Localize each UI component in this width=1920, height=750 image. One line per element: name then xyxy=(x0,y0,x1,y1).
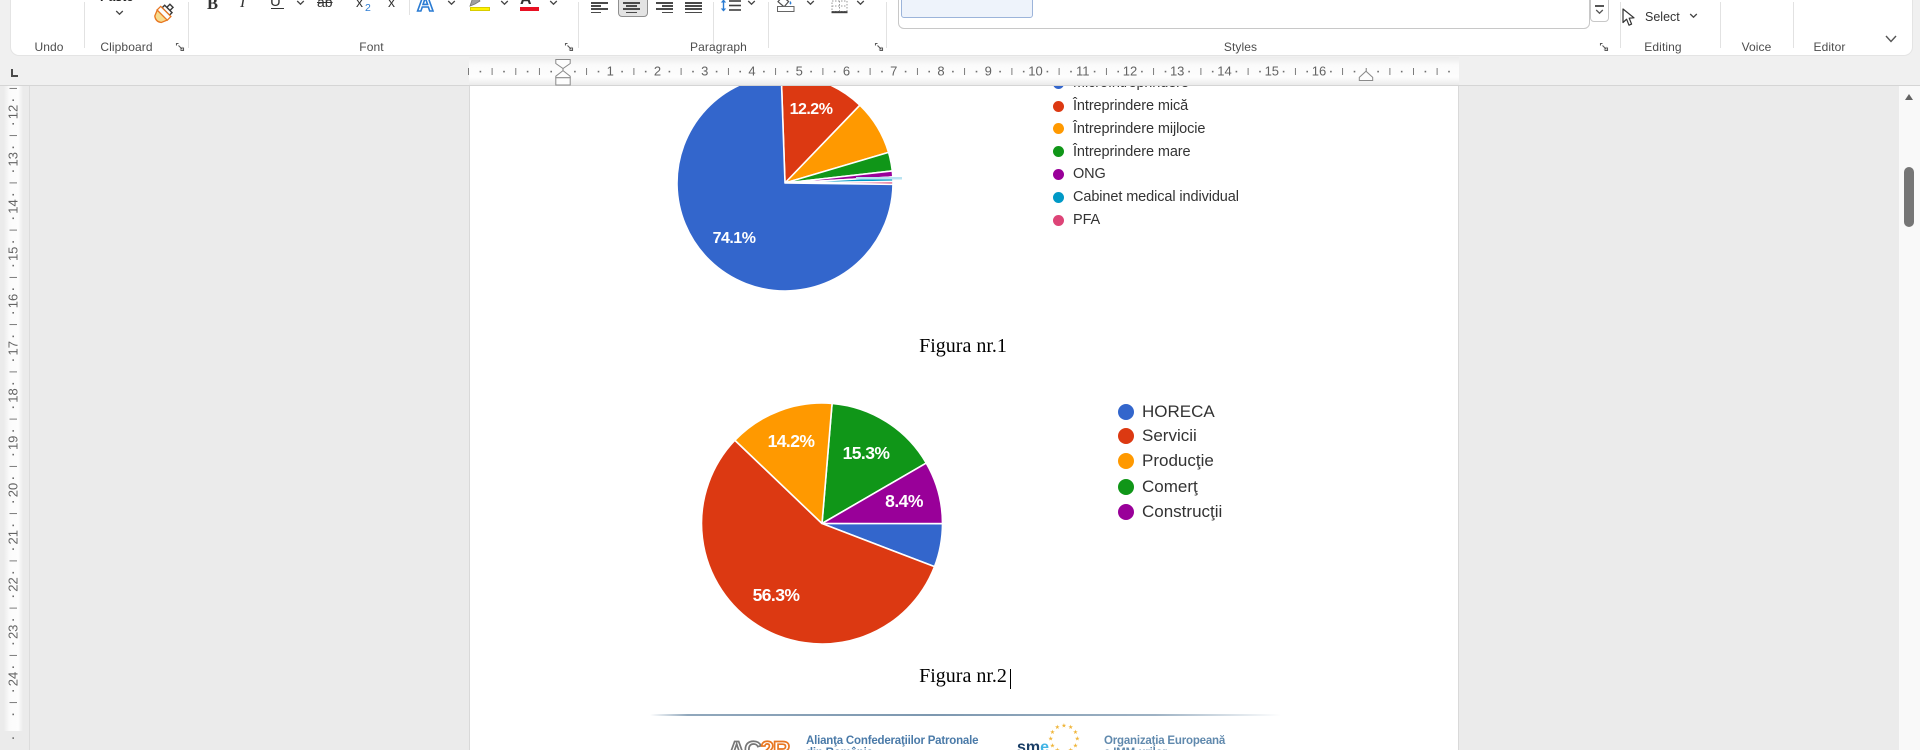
svg-text:16: 16 xyxy=(1312,64,1326,79)
svg-text:13: 13 xyxy=(6,152,21,166)
svg-text:15: 15 xyxy=(1265,64,1279,79)
svg-text:★: ★ xyxy=(1061,722,1066,729)
svg-text:★: ★ xyxy=(1068,724,1073,731)
svg-text:3: 3 xyxy=(701,64,708,79)
svg-text:4: 4 xyxy=(748,64,755,79)
svg-text:24: 24 xyxy=(6,672,21,686)
svg-text:8: 8 xyxy=(937,64,944,79)
svg-text:17: 17 xyxy=(6,341,21,355)
svg-text:7: 7 xyxy=(890,64,897,79)
svg-text:13: 13 xyxy=(1170,64,1184,79)
svg-text:6: 6 xyxy=(843,64,850,79)
svg-text:11: 11 xyxy=(1076,64,1090,79)
svg-text:★: ★ xyxy=(1073,742,1078,749)
svg-text:★: ★ xyxy=(1055,747,1060,750)
svg-text:12: 12 xyxy=(6,105,21,119)
svg-text:10: 10 xyxy=(1028,64,1042,79)
svg-text:★: ★ xyxy=(1068,747,1073,750)
svg-text:5: 5 xyxy=(796,64,803,79)
svg-text:19: 19 xyxy=(6,436,21,450)
svg-text:21: 21 xyxy=(6,530,21,544)
svg-text:12: 12 xyxy=(1123,64,1137,79)
svg-text:★: ★ xyxy=(1073,729,1078,736)
svg-text:2: 2 xyxy=(654,64,661,79)
svg-text:15: 15 xyxy=(6,247,21,261)
svg-text:1: 1 xyxy=(607,64,614,79)
svg-text:★: ★ xyxy=(1075,736,1080,743)
svg-text:22: 22 xyxy=(6,577,21,591)
svg-text:16: 16 xyxy=(6,294,21,308)
svg-text:18: 18 xyxy=(6,388,21,402)
svg-text:14: 14 xyxy=(6,199,21,213)
svg-text:★: ★ xyxy=(1055,724,1060,731)
svg-text:★: ★ xyxy=(1050,742,1055,749)
svg-text:★: ★ xyxy=(1050,729,1055,736)
svg-text:20: 20 xyxy=(6,483,21,497)
svg-text:23: 23 xyxy=(6,625,21,639)
svg-text:★: ★ xyxy=(1048,736,1053,743)
svg-text:9: 9 xyxy=(985,64,992,79)
svg-text:14: 14 xyxy=(1217,64,1231,79)
